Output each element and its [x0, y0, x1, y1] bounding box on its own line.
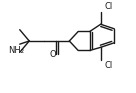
Text: NH₂: NH₂ — [8, 45, 24, 54]
Text: O: O — [49, 50, 56, 59]
Text: Cl: Cl — [104, 2, 112, 11]
Text: Cl: Cl — [104, 61, 112, 70]
